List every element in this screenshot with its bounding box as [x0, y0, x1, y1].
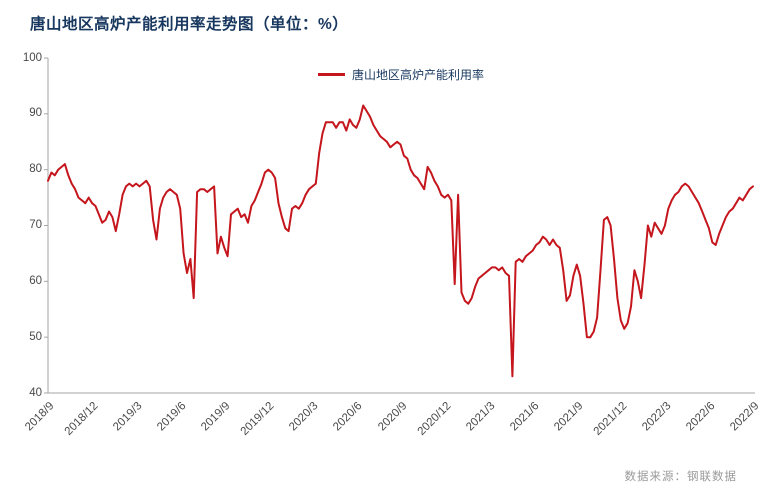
y-tick-label: 80	[29, 163, 42, 176]
y-tick-label: 40	[29, 386, 42, 399]
data-source: 数据来源：钢联数据	[624, 471, 737, 483]
chart-title: 唐山地区高炉产能利用率走势图（单位：%）	[30, 16, 349, 33]
utilization-line-series	[47, 104, 754, 378]
y-tick-label: 60	[29, 274, 42, 287]
y-tick-label: 90	[29, 107, 42, 120]
legend-label: 唐山地区高炉产能利用率	[352, 68, 485, 82]
legend-line-swatch	[318, 73, 345, 76]
y-tick-label: 70	[29, 219, 42, 231]
y-tick-label: 100	[22, 51, 42, 64]
legend: 唐山地区高炉产能利用率	[318, 66, 484, 83]
y-tick-label: 50	[29, 330, 42, 343]
